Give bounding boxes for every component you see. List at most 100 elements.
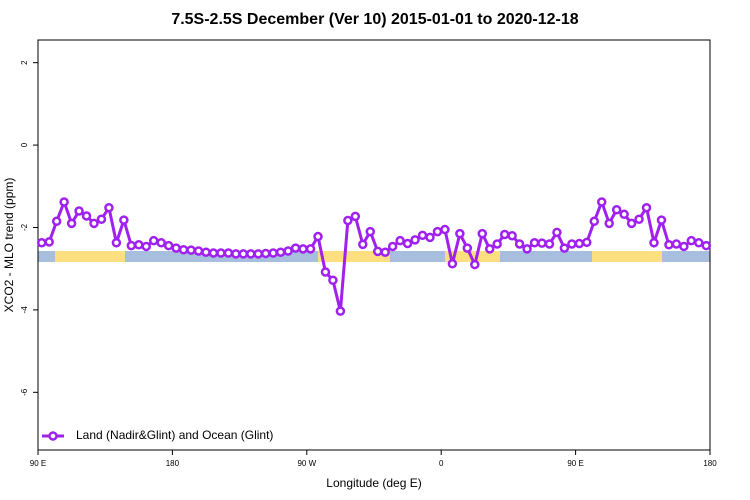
point [283, 246, 293, 256]
point [126, 240, 137, 251]
point [499, 229, 510, 240]
y-tick-label: 2 [20, 60, 29, 65]
point [694, 237, 704, 248]
point [148, 235, 159, 246]
point [111, 237, 122, 248]
point [372, 246, 383, 257]
point [671, 239, 682, 249]
point [589, 216, 600, 227]
point [89, 218, 99, 229]
point [51, 216, 62, 227]
point [559, 243, 570, 253]
x-tick-label: 180 [703, 459, 717, 468]
point [567, 239, 577, 249]
point [387, 241, 398, 252]
point [134, 240, 144, 250]
point [290, 243, 301, 253]
point [36, 237, 47, 248]
point [440, 224, 450, 235]
point [275, 247, 286, 257]
land-band [55, 251, 125, 262]
point [96, 214, 107, 224]
point [119, 215, 129, 225]
point [313, 231, 323, 242]
point [208, 248, 219, 258]
x-axis-label: Longitude (deg E) [326, 476, 421, 490]
x-tick-label: 0 [439, 459, 444, 468]
point [470, 259, 480, 270]
point [484, 244, 495, 254]
point [417, 230, 428, 241]
legend-marker [48, 431, 58, 441]
y-axis-label: XCO2 - MLO trend (ppm) [2, 178, 16, 313]
chart-title: 7.5S-2.5S December (Ver 10) 2015-01-01 t… [171, 11, 578, 28]
point [74, 206, 84, 216]
point [402, 238, 413, 249]
point [634, 214, 644, 224]
point [611, 205, 622, 215]
point [686, 235, 697, 246]
point [238, 249, 249, 259]
point [186, 245, 196, 255]
point [529, 237, 540, 248]
point [365, 226, 376, 237]
point [104, 202, 114, 213]
point [514, 239, 525, 249]
point [701, 240, 712, 251]
point [425, 232, 435, 243]
point [455, 228, 465, 239]
point [395, 235, 405, 246]
point [253, 249, 264, 259]
point [141, 241, 152, 252]
point [223, 248, 234, 258]
point [335, 306, 346, 316]
point [477, 228, 488, 239]
point [574, 238, 585, 249]
point [44, 237, 54, 247]
point [358, 239, 368, 250]
point [679, 241, 689, 252]
point [163, 240, 174, 251]
point [193, 246, 204, 256]
point [260, 248, 271, 259]
point [544, 239, 555, 249]
land-band [592, 251, 662, 262]
point [231, 249, 241, 259]
point [59, 197, 69, 207]
point [320, 267, 331, 277]
x-tick-label: 180 [166, 459, 180, 468]
point [380, 247, 390, 257]
point [171, 243, 181, 253]
point [216, 248, 226, 258]
point [522, 244, 532, 254]
point [432, 226, 443, 237]
point [178, 244, 189, 255]
point [537, 238, 547, 248]
point [507, 230, 517, 241]
x-tick-label: 90 E [30, 459, 46, 468]
y-tick-label: -4 [20, 306, 29, 314]
point [596, 197, 607, 207]
point [343, 215, 353, 226]
point [462, 243, 473, 253]
point [81, 211, 92, 221]
point [641, 202, 652, 213]
point [626, 218, 637, 229]
y-tick-label: 0 [20, 142, 29, 147]
point [664, 240, 674, 250]
legend-label: Land (Nadir&Glint) and Ocean (Glint) [76, 428, 273, 442]
point [604, 218, 614, 229]
point [201, 247, 211, 257]
y-tick-label: -6 [20, 388, 29, 396]
point [246, 249, 256, 259]
point [410, 235, 420, 245]
point [328, 275, 338, 285]
land-band [318, 251, 390, 262]
x-tick-label: 90 W [297, 459, 316, 468]
point [156, 237, 166, 248]
point [268, 248, 278, 258]
point [649, 237, 659, 248]
point [350, 211, 361, 222]
y-tick-label: -2 [20, 223, 29, 231]
